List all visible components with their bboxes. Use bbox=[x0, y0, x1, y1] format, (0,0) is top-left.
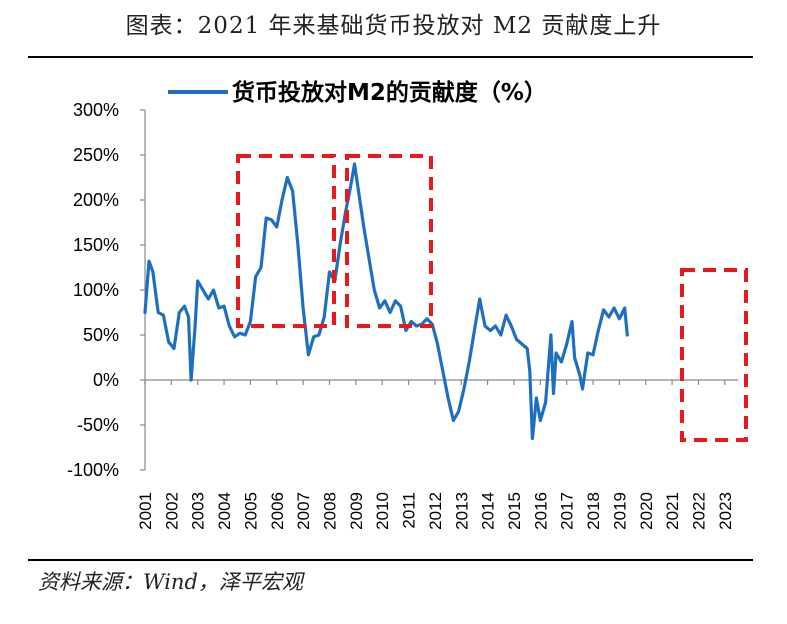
x-tick-label: 2002 bbox=[162, 492, 181, 530]
x-tick-label: 2001 bbox=[136, 492, 155, 530]
x-tick-label: 2013 bbox=[452, 492, 471, 530]
x-tick-label: 2022 bbox=[689, 492, 708, 530]
x-tick-label: 2023 bbox=[716, 492, 735, 530]
y-tick-label: 250% bbox=[73, 145, 119, 165]
y-tick-label: 300% bbox=[73, 100, 119, 120]
y-tick-label: -100% bbox=[67, 460, 119, 480]
series-line bbox=[143, 162, 629, 441]
y-tick-label: -50% bbox=[77, 415, 119, 435]
x-tick-label: 2003 bbox=[189, 492, 208, 530]
x-tick-label: 2014 bbox=[479, 492, 498, 530]
x-tick-label: 2021 bbox=[663, 492, 682, 530]
x-tick-label: 2016 bbox=[531, 492, 550, 530]
x-tick-label: 2007 bbox=[294, 492, 313, 530]
source-note: 资料来源：Wind，泽平宏观 bbox=[38, 570, 303, 594]
legend: 货币投放对M2的贡献度（%） bbox=[168, 79, 547, 106]
x-axis-ticks: 2001 2002 2003 2004 2005 2006 2007 2008 2009 2010… bbox=[136, 380, 735, 530]
y-tick-label: 50% bbox=[83, 325, 119, 345]
x-tick-label: 2018 bbox=[584, 492, 603, 530]
highlight-boxes bbox=[236, 154, 748, 442]
x-tick-label: 2015 bbox=[505, 492, 524, 530]
x-tick-label: 2004 bbox=[215, 492, 234, 530]
x-tick-label: 2010 bbox=[373, 492, 392, 530]
x-tick-label: 2019 bbox=[610, 492, 629, 530]
x-tick-label: 2012 bbox=[426, 492, 445, 530]
bottom-rule bbox=[28, 559, 753, 561]
x-tick-label: 2006 bbox=[268, 492, 287, 530]
y-tick-label: 100% bbox=[73, 280, 119, 300]
highlight-box-2005-2007 bbox=[236, 154, 336, 328]
line-chart: 货币投放对M2的贡献度（%） 300% 250% 200% 150% 100% 50% 0%… bbox=[67, 79, 748, 530]
legend-label: 货币投放对M2的贡献度（%） bbox=[232, 79, 547, 106]
axes bbox=[144, 110, 738, 470]
x-tick-label: 2005 bbox=[241, 492, 260, 530]
highlight-box-2008-2011 bbox=[345, 154, 433, 328]
x-tick-label: 2017 bbox=[558, 492, 577, 530]
y-tick-label: 0% bbox=[93, 370, 119, 390]
chart-title: 图表：2021 年来基础货币投放对 M2 贡献度上升 bbox=[125, 13, 662, 39]
top-rule bbox=[28, 56, 753, 58]
x-tick-label: 2011 bbox=[400, 492, 419, 529]
y-axis-ticks: 300% 250% 200% 150% 100% 50% 0% -50% -100% bbox=[67, 100, 145, 480]
y-tick-label: 150% bbox=[73, 235, 119, 255]
highlight-box-2021-2023 bbox=[680, 268, 748, 442]
y-tick-label: 200% bbox=[73, 190, 119, 210]
x-tick-label: 2008 bbox=[320, 492, 339, 530]
x-tick-label: 2009 bbox=[347, 492, 366, 530]
x-tick-label: 2020 bbox=[637, 492, 656, 530]
